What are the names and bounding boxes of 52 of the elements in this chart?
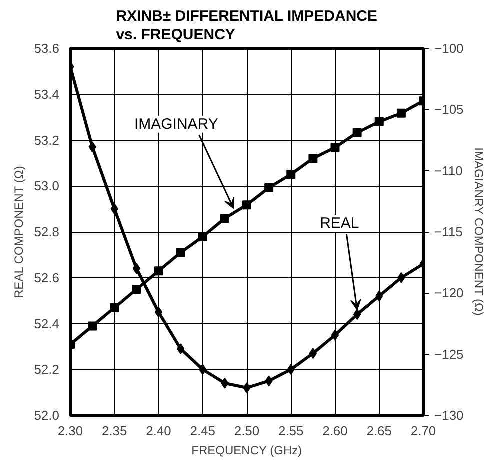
x-tick-label: 2.60 [322, 424, 348, 438]
x-tick-label: 2.35 [102, 424, 128, 438]
point [110, 303, 120, 312]
x-tick-label: 2.65 [366, 424, 392, 438]
y2-tick-label: −105 [434, 102, 464, 118]
point [331, 330, 340, 341]
y-axis-title: REAL COMPONENT (Ω) [12, 166, 26, 298]
text: IMAGINARY [134, 116, 218, 133]
x-tick-label: 2.70 [410, 424, 436, 438]
point [198, 232, 208, 242]
point [88, 322, 98, 331]
x-tick-label: 2.55 [278, 424, 304, 438]
y-tick-label: 52.6 [34, 270, 60, 286]
point [154, 306, 163, 318]
x-axis-title: FREQUENCY (GHz) [192, 444, 302, 458]
y2-tick-label: −100 [434, 41, 464, 56]
y-tick-label: 53.2 [34, 132, 60, 148]
y-tick-label: 53.0 [34, 178, 60, 194]
text: REAL [320, 215, 360, 232]
point [154, 266, 164, 276]
point [330, 143, 340, 152]
point [176, 248, 186, 258]
y2-tick-label: −120 [434, 286, 464, 301]
y2-tick-label: −110 [434, 163, 463, 178]
y2-axis-title: IMAGIANRY COMPONENT (Ω) [472, 148, 486, 316]
point [176, 343, 185, 354]
point [308, 154, 318, 164]
y2-tick-label: −130 [434, 408, 464, 423]
x-tick-label: 2.45 [190, 424, 216, 438]
point [264, 183, 274, 192]
point [396, 108, 406, 118]
point [286, 170, 296, 180]
point [352, 128, 362, 138]
point [132, 263, 141, 274]
point [242, 200, 252, 210]
point [132, 284, 142, 294]
y2-tick-label: −125 [434, 346, 464, 362]
x-tick-label: 2.30 [58, 424, 84, 438]
x-tick-label: 2.50 [234, 424, 260, 438]
chart-title: RXINB± DIFFERENTIAL IMPEDANCE vs. FREQUENCY [116, 8, 378, 44]
y2-tick-label: −115 [434, 224, 463, 240]
point [374, 117, 384, 126]
y-tick-label: 52.0 [34, 408, 60, 423]
y-tick-label: 52.4 [34, 316, 60, 332]
point [353, 309, 362, 320]
x-tick-label: 2.40 [146, 424, 172, 438]
y-tick-label: 52.2 [34, 362, 60, 378]
y-tick-label: 53.6 [34, 41, 60, 56]
y-tick-label: 52.8 [34, 224, 60, 240]
point [309, 348, 318, 360]
point [220, 214, 230, 224]
y-tick-label: 53.4 [34, 86, 60, 102]
